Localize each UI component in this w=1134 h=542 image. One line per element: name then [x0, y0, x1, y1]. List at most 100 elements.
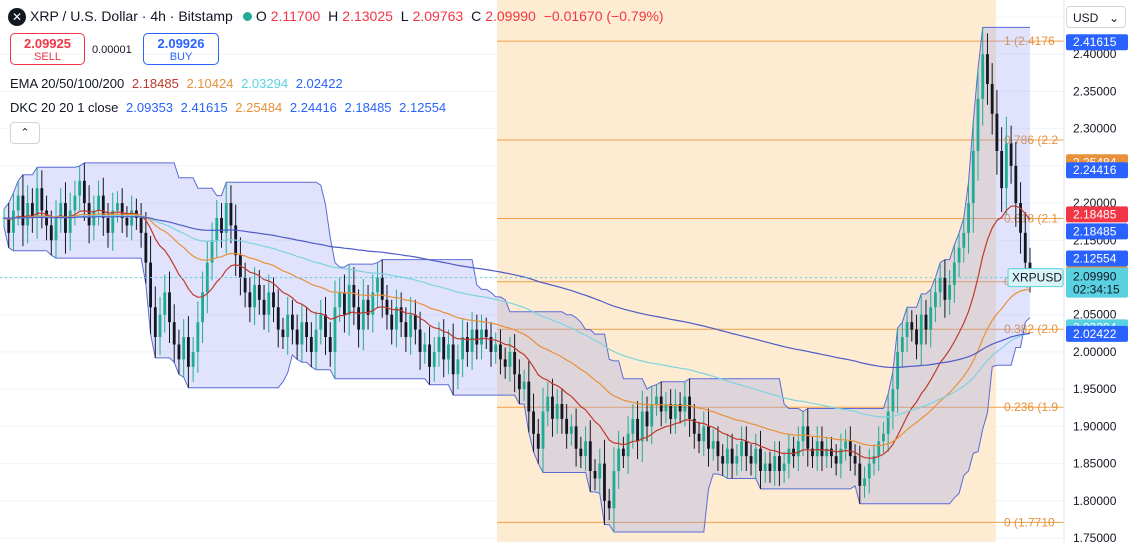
candle-body — [555, 404, 559, 419]
y-tick-label: 1.85000 — [1073, 457, 1117, 471]
symbol-tag-bg — [1007, 268, 1064, 288]
candle-body — [981, 54, 985, 99]
candle-body — [101, 195, 105, 218]
price-label: 2.18485 — [1073, 207, 1117, 221]
sell-button[interactable]: 2.09925 SELL — [10, 33, 85, 65]
candle-body — [588, 441, 592, 472]
y-tick-label: 1.80000 — [1073, 494, 1117, 508]
candle-body — [357, 307, 361, 330]
candle-body — [740, 441, 744, 457]
price-label-bg — [1066, 250, 1128, 267]
dkc-legend[interactable]: DKC 20 20 1 close 2.09353 2.41615 2.2548… — [10, 100, 450, 115]
y-tick-label: 2.35000 — [1073, 84, 1117, 98]
candle-body — [645, 411, 649, 427]
market-open-dot-icon — [242, 12, 252, 22]
sell-price: 2.09925 — [24, 36, 71, 51]
candle-body — [324, 314, 327, 338]
dkc-value-5: 2.18485 — [344, 100, 392, 115]
candle-body — [617, 448, 621, 472]
candle-body — [952, 262, 956, 285]
candle-body — [163, 292, 167, 315]
ema-100-line — [3, 214, 1031, 418]
candle-body — [432, 351, 436, 367]
candle-body — [305, 322, 309, 338]
candle-body — [763, 463, 767, 472]
candle-body — [584, 441, 587, 457]
ema-20-line — [3, 205, 1031, 459]
candles — [2, 27, 1032, 533]
price-label-bg — [1066, 325, 1128, 342]
buy-button[interactable]: 2.09926 BUY — [143, 33, 219, 65]
candle-body — [678, 404, 682, 412]
candle-body — [111, 210, 115, 233]
candle-body — [702, 426, 706, 442]
fib-label: 0.618 (2.1 — [1004, 212, 1058, 226]
y-tick-label: 1.95000 — [1073, 382, 1117, 396]
candle-body — [522, 381, 526, 390]
candle-body — [475, 329, 479, 345]
countdown-label: 02:34:15 — [1073, 283, 1120, 297]
candle-body — [106, 217, 110, 233]
open-value: 2.11700 — [270, 8, 321, 24]
candle-body — [815, 441, 819, 457]
candle-body — [650, 404, 654, 427]
ema-legend[interactable]: EMA 20/50/100/200 2.18485 2.10424 2.0329… — [10, 76, 347, 91]
candle-body — [149, 262, 152, 308]
candle-body — [768, 463, 772, 472]
symbol-title[interactable]: XRP / U.S. Dollar · 4h · Bitstamp — [30, 8, 233, 24]
candle-body — [659, 396, 663, 412]
candle-body — [853, 456, 857, 464]
candle-body — [168, 292, 171, 323]
candle-body — [934, 292, 937, 308]
candle-body — [886, 411, 890, 434]
candle-body — [352, 284, 356, 308]
candle-body — [82, 180, 86, 204]
candle-body — [248, 292, 252, 308]
ema-200-line — [3, 216, 1031, 369]
candle-body — [863, 478, 866, 486]
candle-body — [144, 232, 148, 263]
candle-body — [272, 292, 275, 308]
fib-label: 0 (1.7710 — [1004, 515, 1055, 529]
candle-body — [735, 456, 739, 464]
candle-body — [300, 322, 304, 345]
candle-body — [957, 247, 961, 263]
fib-label: 0.236 (1.9 — [1004, 400, 1058, 414]
candle-body — [328, 337, 332, 352]
candle-body — [494, 344, 498, 352]
candle-body — [418, 329, 422, 352]
candle-body — [186, 337, 190, 367]
candle-body — [489, 337, 493, 352]
candle-body — [891, 389, 895, 412]
low-value: 2.09763 — [412, 8, 464, 24]
candle-body — [26, 203, 30, 226]
chevron-down-icon: ⌄ — [1108, 11, 1119, 25]
candle-body — [21, 195, 25, 226]
candle-body — [900, 337, 904, 352]
candle-body — [196, 322, 200, 352]
candle-body — [276, 307, 280, 330]
ema-50-value: 2.10424 — [186, 76, 234, 91]
price-labels: 2.416152.254842.244162.184852.184852.125… — [1007, 34, 1128, 342]
dkc-label: DKC 20 20 1 close — [10, 100, 119, 115]
change-value: −0.01670 (−0.79%) — [543, 8, 664, 24]
price-label: 2.41615 — [1073, 35, 1117, 49]
fib-label: 0.786 (2.2 — [1004, 133, 1058, 147]
candle-body — [172, 322, 176, 345]
dkc-value-1: 2.09353 — [126, 100, 174, 115]
candle-body — [603, 463, 606, 501]
candle-body — [551, 396, 554, 419]
candle-body — [281, 329, 285, 338]
candle-body — [54, 217, 58, 241]
candle-body — [390, 314, 394, 330]
high-value: 2.13025 — [342, 8, 393, 24]
collapse-legend-button[interactable]: ⌃ — [10, 122, 40, 144]
candle-body — [858, 463, 862, 486]
currency-select[interactable]: USD ⌄ — [1066, 6, 1126, 28]
candle-body — [598, 463, 602, 479]
candle-body — [929, 307, 933, 330]
candle-body — [35, 188, 39, 218]
fib-label: 0.382 (2.0 — [1004, 322, 1058, 336]
candle-body — [1000, 150, 1004, 189]
